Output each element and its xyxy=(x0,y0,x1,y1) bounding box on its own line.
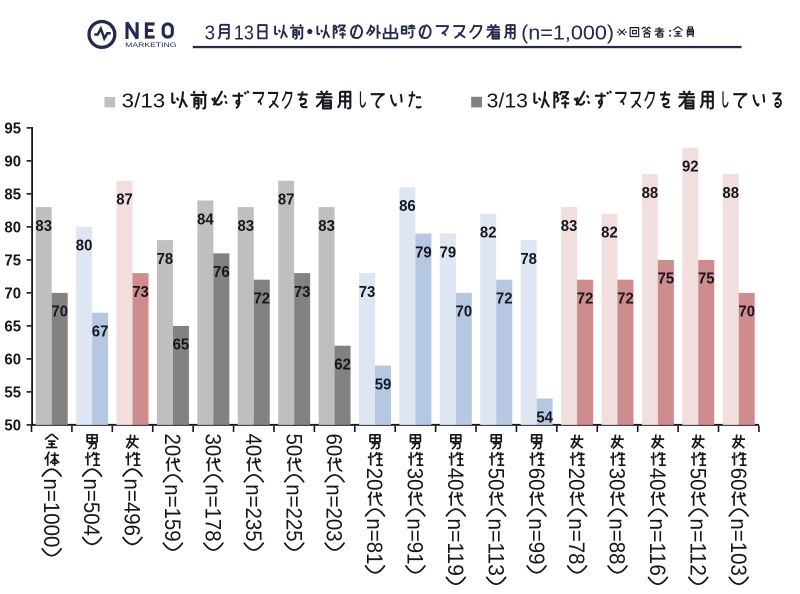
svg-text:79: 79 xyxy=(440,244,457,261)
svg-text:n=112: n=112 xyxy=(685,518,710,576)
svg-text:67: 67 xyxy=(92,324,109,341)
svg-text:65: 65 xyxy=(4,319,21,336)
svg-text:MARKETING: MARKETING xyxy=(125,42,176,49)
svg-text:60: 60 xyxy=(726,468,751,491)
svg-text:3/13: 3/13 xyxy=(487,91,528,113)
svg-text:84: 84 xyxy=(197,211,214,228)
svg-text:60: 60 xyxy=(524,468,549,491)
svg-text:88: 88 xyxy=(642,185,659,202)
svg-text:40: 40 xyxy=(645,468,670,491)
svg-text:60: 60 xyxy=(4,352,21,369)
svg-text:n=99: n=99 xyxy=(524,518,549,564)
svg-text:n=1000: n=1000 xyxy=(39,479,64,548)
svg-text:40: 40 xyxy=(443,468,468,491)
svg-text:60: 60 xyxy=(322,434,347,457)
svg-text:13: 13 xyxy=(234,22,254,44)
svg-text::: : xyxy=(668,25,672,39)
svg-text:n=159: n=159 xyxy=(160,484,185,542)
svg-text:40: 40 xyxy=(241,434,266,457)
svg-text:85: 85 xyxy=(4,187,21,204)
svg-text:72: 72 xyxy=(577,291,594,308)
svg-text:73: 73 xyxy=(359,284,376,301)
svg-text:87: 87 xyxy=(278,192,295,209)
svg-text:70: 70 xyxy=(51,304,68,321)
svg-text:70: 70 xyxy=(4,286,21,303)
svg-text:75: 75 xyxy=(698,271,715,288)
svg-text:54: 54 xyxy=(536,409,553,426)
svg-text:78: 78 xyxy=(157,251,174,268)
svg-text:73: 73 xyxy=(294,284,311,301)
svg-text:75: 75 xyxy=(658,271,675,288)
svg-text:59: 59 xyxy=(375,376,392,393)
svg-text:30: 30 xyxy=(403,468,428,491)
svg-text:83: 83 xyxy=(318,218,335,235)
svg-text:72: 72 xyxy=(496,291,513,308)
svg-text:n=78: n=78 xyxy=(564,518,589,564)
svg-text:50: 50 xyxy=(4,418,21,435)
svg-text:72: 72 xyxy=(617,291,634,308)
svg-text:n=225: n=225 xyxy=(281,484,306,542)
svg-text:70: 70 xyxy=(738,304,755,321)
svg-text:88: 88 xyxy=(722,185,739,202)
svg-text:n=504: n=504 xyxy=(79,479,104,537)
svg-text:50: 50 xyxy=(483,468,508,491)
svg-text:30: 30 xyxy=(200,434,225,457)
svg-text:83: 83 xyxy=(35,218,52,235)
svg-text:n=178: n=178 xyxy=(200,484,225,542)
svg-text:20: 20 xyxy=(160,434,185,457)
svg-text:82: 82 xyxy=(480,225,497,242)
svg-text:80: 80 xyxy=(4,220,21,237)
svg-text:90: 90 xyxy=(4,154,21,171)
svg-text:n=103: n=103 xyxy=(726,518,751,576)
svg-text:80: 80 xyxy=(76,238,93,255)
svg-text:n=91: n=91 xyxy=(403,518,428,564)
svg-text:62: 62 xyxy=(334,357,351,374)
svg-text:83: 83 xyxy=(237,218,254,235)
svg-text:87: 87 xyxy=(116,192,133,209)
svg-text:70: 70 xyxy=(456,304,473,321)
svg-text:92: 92 xyxy=(682,159,699,176)
svg-text:n=496: n=496 xyxy=(120,479,145,537)
svg-text:65: 65 xyxy=(173,337,190,354)
svg-text:n=119: n=119 xyxy=(443,518,468,576)
svg-text:n=88: n=88 xyxy=(605,518,630,564)
svg-text:55: 55 xyxy=(4,385,21,402)
svg-text:(n=1,000): (n=1,000) xyxy=(521,22,614,44)
svg-text:n=203: n=203 xyxy=(322,484,347,542)
svg-text:82: 82 xyxy=(601,225,618,242)
svg-text:79: 79 xyxy=(415,244,432,261)
svg-text:n=81: n=81 xyxy=(362,518,387,564)
svg-text:n=235: n=235 xyxy=(241,484,266,542)
svg-text:73: 73 xyxy=(132,284,149,301)
svg-text:95: 95 xyxy=(4,121,21,138)
svg-text:30: 30 xyxy=(605,468,630,491)
svg-text:3/13: 3/13 xyxy=(122,91,166,113)
svg-text:75: 75 xyxy=(4,253,21,270)
svg-text:n=113: n=113 xyxy=(483,518,508,576)
svg-text:20: 20 xyxy=(362,468,387,491)
svg-text:83: 83 xyxy=(561,218,578,235)
svg-text:76: 76 xyxy=(213,264,230,281)
svg-text:3: 3 xyxy=(205,22,215,44)
svg-text:72: 72 xyxy=(253,291,270,308)
svg-text:n=116: n=116 xyxy=(645,518,670,576)
svg-text:78: 78 xyxy=(520,251,537,268)
svg-text:50: 50 xyxy=(281,434,306,457)
svg-text:86: 86 xyxy=(399,198,416,215)
svg-text:20: 20 xyxy=(564,468,589,491)
svg-text:50: 50 xyxy=(685,468,710,491)
